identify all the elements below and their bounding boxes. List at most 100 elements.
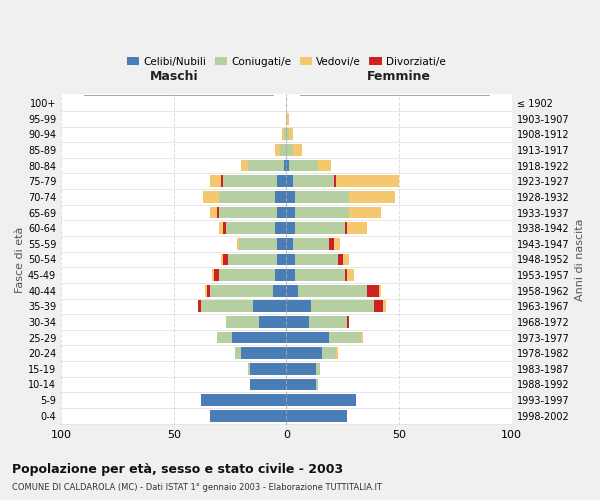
- Bar: [347, 222, 367, 234]
- Bar: [210, 285, 273, 296]
- Bar: [217, 332, 232, 344]
- Bar: [349, 206, 381, 218]
- Bar: [311, 300, 374, 312]
- Bar: [214, 269, 219, 281]
- Bar: [286, 285, 298, 296]
- Bar: [336, 348, 338, 359]
- Bar: [293, 176, 334, 187]
- Text: Femmine: Femmine: [367, 70, 431, 82]
- Bar: [226, 222, 275, 234]
- Bar: [293, 144, 302, 156]
- Bar: [208, 285, 210, 296]
- Text: Maschi: Maschi: [149, 70, 198, 82]
- Bar: [250, 363, 286, 374]
- Bar: [235, 348, 241, 359]
- Bar: [277, 238, 286, 250]
- Bar: [316, 363, 320, 374]
- Bar: [334, 238, 340, 250]
- Bar: [253, 300, 286, 312]
- Bar: [367, 285, 379, 296]
- Bar: [277, 206, 286, 218]
- Bar: [226, 316, 259, 328]
- Bar: [322, 348, 336, 359]
- Bar: [221, 176, 223, 187]
- Bar: [277, 254, 286, 266]
- Bar: [228, 254, 277, 266]
- Bar: [286, 363, 316, 374]
- Bar: [217, 206, 219, 218]
- Bar: [286, 300, 311, 312]
- Bar: [293, 238, 329, 250]
- Bar: [221, 254, 223, 266]
- Bar: [286, 348, 322, 359]
- Bar: [286, 191, 295, 202]
- Bar: [280, 144, 286, 156]
- Bar: [286, 394, 356, 406]
- Bar: [232, 332, 286, 344]
- Bar: [275, 222, 286, 234]
- Bar: [203, 191, 219, 202]
- Bar: [286, 254, 295, 266]
- Bar: [347, 269, 354, 281]
- Bar: [223, 222, 226, 234]
- Bar: [259, 316, 286, 328]
- Bar: [286, 206, 295, 218]
- Bar: [282, 128, 284, 140]
- Bar: [250, 378, 286, 390]
- Bar: [210, 206, 217, 218]
- Bar: [223, 176, 277, 187]
- Bar: [345, 222, 347, 234]
- Bar: [318, 160, 331, 172]
- Bar: [212, 269, 214, 281]
- Bar: [379, 285, 381, 296]
- Bar: [286, 128, 289, 140]
- Y-axis label: Fasce di età: Fasce di età: [15, 226, 25, 292]
- Bar: [286, 160, 289, 172]
- Bar: [295, 254, 338, 266]
- Bar: [286, 410, 347, 422]
- Bar: [336, 176, 399, 187]
- Bar: [223, 254, 228, 266]
- Bar: [343, 254, 349, 266]
- Bar: [286, 144, 293, 156]
- Bar: [298, 285, 367, 296]
- Bar: [219, 222, 223, 234]
- Bar: [295, 222, 345, 234]
- Bar: [374, 300, 383, 312]
- Bar: [334, 176, 336, 187]
- Bar: [286, 222, 295, 234]
- Bar: [275, 144, 280, 156]
- Bar: [205, 285, 208, 296]
- Bar: [275, 269, 286, 281]
- Bar: [383, 300, 386, 312]
- Bar: [273, 285, 286, 296]
- Bar: [345, 269, 347, 281]
- Legend: Celibi/Nubili, Coniugati/e, Vedovi/e, Divorziati/e: Celibi/Nubili, Coniugati/e, Vedovi/e, Di…: [122, 52, 450, 71]
- Bar: [349, 191, 395, 202]
- Bar: [239, 238, 277, 250]
- Bar: [289, 160, 318, 172]
- Text: COMUNE DI CALDAROLA (MC) - Dati ISTAT 1° gennaio 2003 - Elaborazione TUTTITALIA.: COMUNE DI CALDAROLA (MC) - Dati ISTAT 1°…: [12, 482, 382, 492]
- Bar: [210, 176, 221, 187]
- Bar: [219, 206, 277, 218]
- Bar: [284, 128, 286, 140]
- Bar: [277, 176, 286, 187]
- Bar: [286, 316, 309, 328]
- Bar: [210, 410, 286, 422]
- Bar: [309, 316, 347, 328]
- Bar: [286, 113, 289, 124]
- Bar: [284, 160, 286, 172]
- Bar: [241, 160, 248, 172]
- Bar: [286, 238, 293, 250]
- Bar: [361, 332, 363, 344]
- Bar: [286, 378, 316, 390]
- Bar: [241, 348, 286, 359]
- Bar: [248, 160, 284, 172]
- Bar: [295, 269, 345, 281]
- Bar: [219, 191, 275, 202]
- Bar: [275, 191, 286, 202]
- Bar: [219, 269, 275, 281]
- Bar: [237, 238, 239, 250]
- Bar: [286, 269, 295, 281]
- Text: Popolazione per età, sesso e stato civile - 2003: Popolazione per età, sesso e stato civil…: [12, 462, 343, 475]
